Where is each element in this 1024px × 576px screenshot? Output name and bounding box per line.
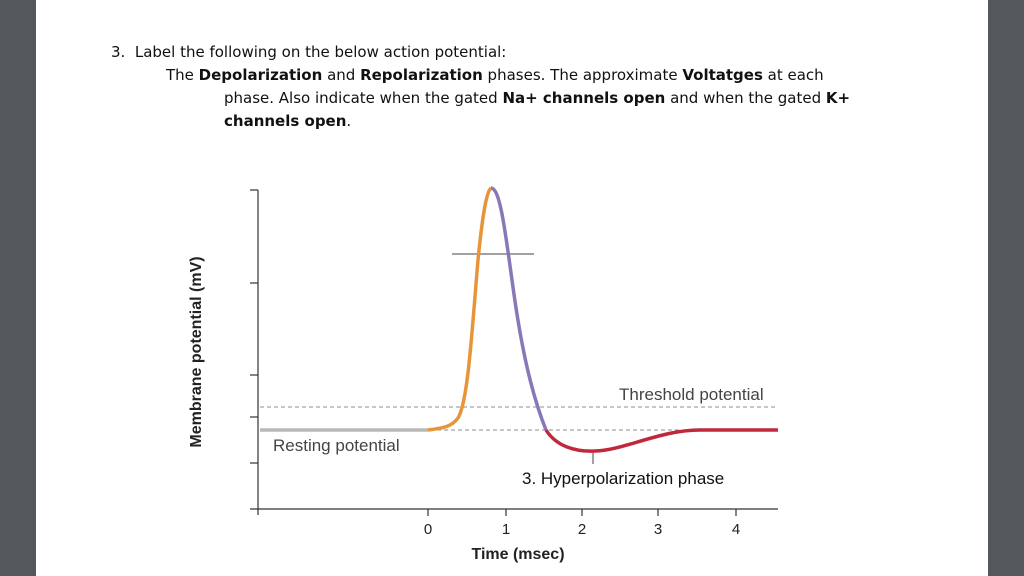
- bold-k: K+: [825, 89, 851, 107]
- x-tick-label: 1: [502, 521, 510, 538]
- bold-channels-open: channels open: [224, 112, 347, 130]
- y-axis-ticks: [250, 189, 258, 464]
- x-axis-ticks: [427, 509, 737, 516]
- text-span: phase. Also indicate when the gated: [224, 89, 503, 107]
- text-span: and when the gated: [665, 89, 826, 107]
- y-axis-label: Membrane potential (mV): [188, 256, 205, 447]
- question-line-4: channels open.: [224, 110, 351, 132]
- x-tick-label: 4: [732, 521, 740, 538]
- resting-label: Resting potential: [273, 436, 400, 455]
- text-span: The: [166, 66, 199, 84]
- question-line-2: The Depolarization and Repolarization ph…: [166, 64, 824, 86]
- hyperpolarization-curve: [544, 428, 778, 453]
- question-line-3: phase. Also indicate when the gated Na+ …: [224, 87, 850, 109]
- x-tick-label: 0: [424, 521, 432, 538]
- text-span: .: [346, 112, 352, 130]
- x-tick-labels: 0 1 2 3 4: [424, 521, 740, 538]
- x-axis-label: Time (msec): [471, 546, 564, 563]
- repolarization-curve: [490, 186, 548, 431]
- bold-depolarization: Depolarization: [198, 66, 323, 84]
- threshold-label: Threshold potential: [619, 385, 764, 404]
- bold-repolarization: Repolarization: [360, 66, 483, 84]
- question-text-1: Label the following on the below action …: [134, 43, 507, 61]
- text-span: phases. The approximate: [482, 66, 683, 84]
- text-span: at each: [762, 66, 824, 84]
- text-span: and: [322, 66, 361, 84]
- x-tick-label: 2: [578, 521, 586, 538]
- bold-na-channels: Na+ channels open: [502, 89, 666, 107]
- question-line-1: 3. Label the following on the below acti…: [111, 41, 506, 63]
- depolarization-curve: [427, 186, 493, 432]
- x-tick-label: 3: [654, 521, 662, 538]
- hyperpolarization-label: 3. Hyperpolarization phase: [522, 469, 724, 488]
- question-number: 3.: [111, 43, 126, 61]
- bold-voltages: Voltatges: [682, 66, 763, 84]
